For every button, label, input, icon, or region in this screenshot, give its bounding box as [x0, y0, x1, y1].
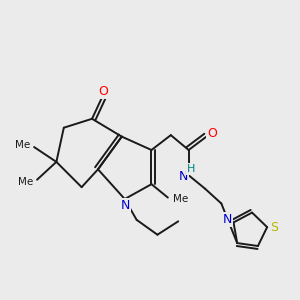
Text: N: N [121, 199, 130, 212]
Text: N: N [178, 170, 188, 183]
Text: N: N [222, 213, 232, 226]
Text: H: H [187, 164, 195, 174]
Text: Me: Me [173, 194, 188, 204]
Text: O: O [98, 85, 108, 98]
Text: Me: Me [15, 140, 30, 150]
Text: Me: Me [18, 177, 33, 187]
Text: S: S [270, 221, 278, 234]
Text: O: O [207, 127, 217, 140]
